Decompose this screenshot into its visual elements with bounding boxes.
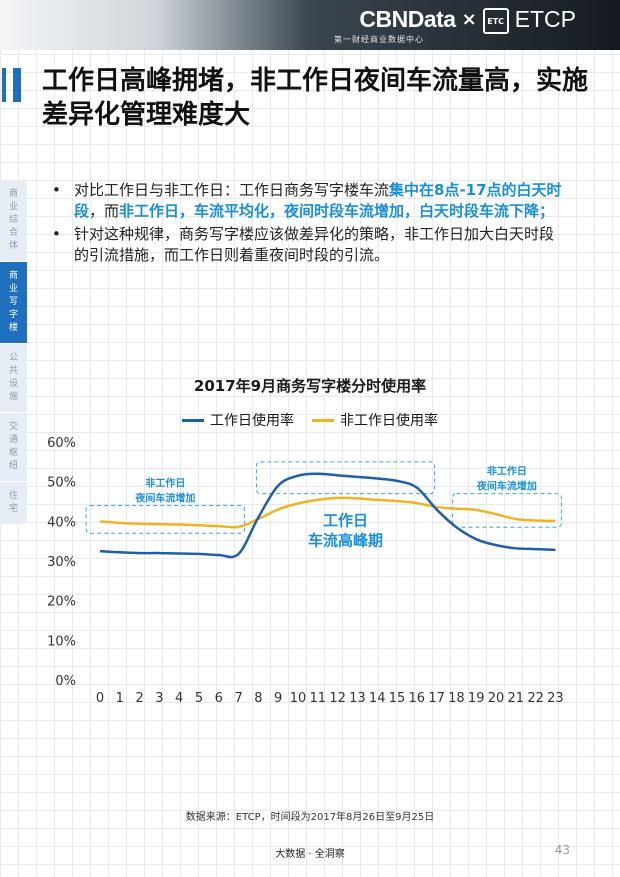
x-tick-label: 5 [195, 691, 203, 706]
side-tab-3[interactable]: 交通枢纽 [0, 413, 27, 482]
annotation-box [451, 493, 562, 528]
side-tab-1[interactable]: 商业写字楼 [0, 262, 27, 344]
annotation-label: 非工作日 [487, 465, 527, 478]
annotation-label: 夜间车流增加 [476, 480, 537, 493]
legend-swatch [312, 418, 334, 422]
line-chart: 0%10%20%30%40%50%60%0 1 2 3 4 5 6 7 8 9 10 11 12 13 14… [47, 436, 564, 706]
annotation-label: 非工作日 [145, 476, 185, 489]
bullet-text: 对比工作日与非工作日：工作日商务写字楼车流 [74, 181, 390, 199]
x-tick-label: 14 [369, 691, 386, 706]
annotation-label: 车流高峰期 [308, 531, 383, 549]
x-tick-label: 16 [409, 691, 426, 706]
chart-title: 2017年9月商务写字楼分时使用率 [193, 377, 427, 395]
series-line-1 [99, 496, 556, 529]
x-tick-label: 19 [468, 691, 485, 706]
side-tab-2[interactable]: 公共设施 [0, 344, 27, 413]
x-tick-label: 21 [508, 691, 525, 706]
x-tick-label: 2 [135, 691, 143, 706]
x-tick-label: 12 [329, 691, 346, 706]
title-accent [13, 68, 21, 102]
side-nav: 商业综合体商业写字楼公共设施交通枢纽住宅 [0, 180, 27, 525]
x-tick-label: 3 [155, 691, 163, 706]
x-tick-label: 20 [488, 691, 505, 706]
legend-swatch [182, 418, 204, 422]
y-tick-label: 10% [47, 634, 76, 649]
annotation-label: 夜间车流增加 [134, 491, 195, 504]
x-tick-label: 15 [389, 691, 406, 706]
highlight-text: 非工作日，车流平均化，夜间时段车流增加，白天时段车流下降； [119, 202, 555, 220]
x-tick-label: 23 [547, 691, 564, 706]
x-tick-label: 8 [254, 691, 262, 706]
side-tab-0[interactable]: 商业综合体 [0, 180, 27, 262]
etcp-mark-icon: ETC [482, 8, 509, 34]
page-number: 43 [554, 843, 570, 857]
x-tick-label: 13 [349, 691, 366, 706]
bullet-list: 对比工作日与非工作日：工作日商务写字楼车流集中在8点-17点的白天时段，而非工作… [52, 180, 562, 268]
legend-item: 工作日使用率 [182, 410, 294, 430]
brand-subtitle: 第一财经商业数据中心 [334, 35, 424, 44]
bullet-item: 针对这种规律，商务写字楼应该做差异化的策略，非工作日加大白天时段的引流措施，而工… [52, 224, 562, 266]
y-tick-label: 40% [47, 515, 76, 530]
x-tick-label: 9 [274, 691, 282, 706]
header-bar: CBNData × ETC ETCP 第一财经商业数据中心 [0, 0, 620, 50]
bullet-item: 对比工作日与非工作日：工作日商务写字楼车流集中在8点-17点的白天时段，而非工作… [52, 180, 562, 222]
legend-label: 工作日使用率 [210, 413, 294, 429]
legend-item: 非工作日使用率 [312, 410, 438, 430]
side-tab-4[interactable]: 住宅 [0, 482, 27, 525]
series-line-0 [99, 472, 556, 559]
footer-slogan: 大数据 · 全洞察 [275, 849, 345, 860]
x-tick-label: 0 [96, 691, 104, 706]
y-tick-label: 20% [47, 595, 76, 610]
x-tick-label: 7 [234, 691, 242, 706]
brand-cbndata: CBNData [359, 6, 456, 32]
title-accent-thin [2, 68, 6, 102]
legend-label: 非工作日使用率 [340, 413, 438, 429]
data-source: 数据来源：ETCP，时间段为2017年8月26日至9月25日 [185, 812, 435, 823]
annotation-box [85, 504, 246, 534]
bullet-text: 针对这种规律，商务写字楼应该做差异化的策略，非工作日加大白天时段的引流措施，而工… [74, 225, 555, 264]
x-tick-label: 22 [527, 691, 544, 706]
x-tick-label: 17 [428, 691, 445, 706]
x-tick-label: 6 [215, 691, 223, 706]
highlight-text: 集中在8点-17点的白天时段 [74, 181, 562, 220]
x-tick-label: 18 [448, 691, 465, 706]
chart-legend: 工作日使用率 非工作日使用率 [0, 410, 620, 430]
brand-logo: CBNData × ETC ETCP [359, 6, 576, 34]
annotation-box [255, 461, 436, 495]
x-tick-label: 11 [310, 691, 327, 706]
y-tick-label: 0% [55, 674, 76, 689]
brand-etcp: ETCP [514, 6, 576, 32]
x-tick-label: 4 [175, 691, 183, 706]
y-tick-label: 60% [47, 436, 76, 451]
brand-separator: × [461, 9, 477, 30]
y-tick-label: 30% [47, 555, 76, 570]
x-tick-label: 10 [290, 691, 307, 706]
x-tick-label: 1 [116, 691, 124, 706]
annotation-label: 工作日 [323, 511, 368, 529]
y-tick-label: 50% [47, 476, 76, 491]
bullet-text: ，而 [89, 202, 120, 220]
page-title: 工作日高峰拥堵，非工作日夜间车流量高，实施差异化管理难度大 [42, 66, 589, 130]
